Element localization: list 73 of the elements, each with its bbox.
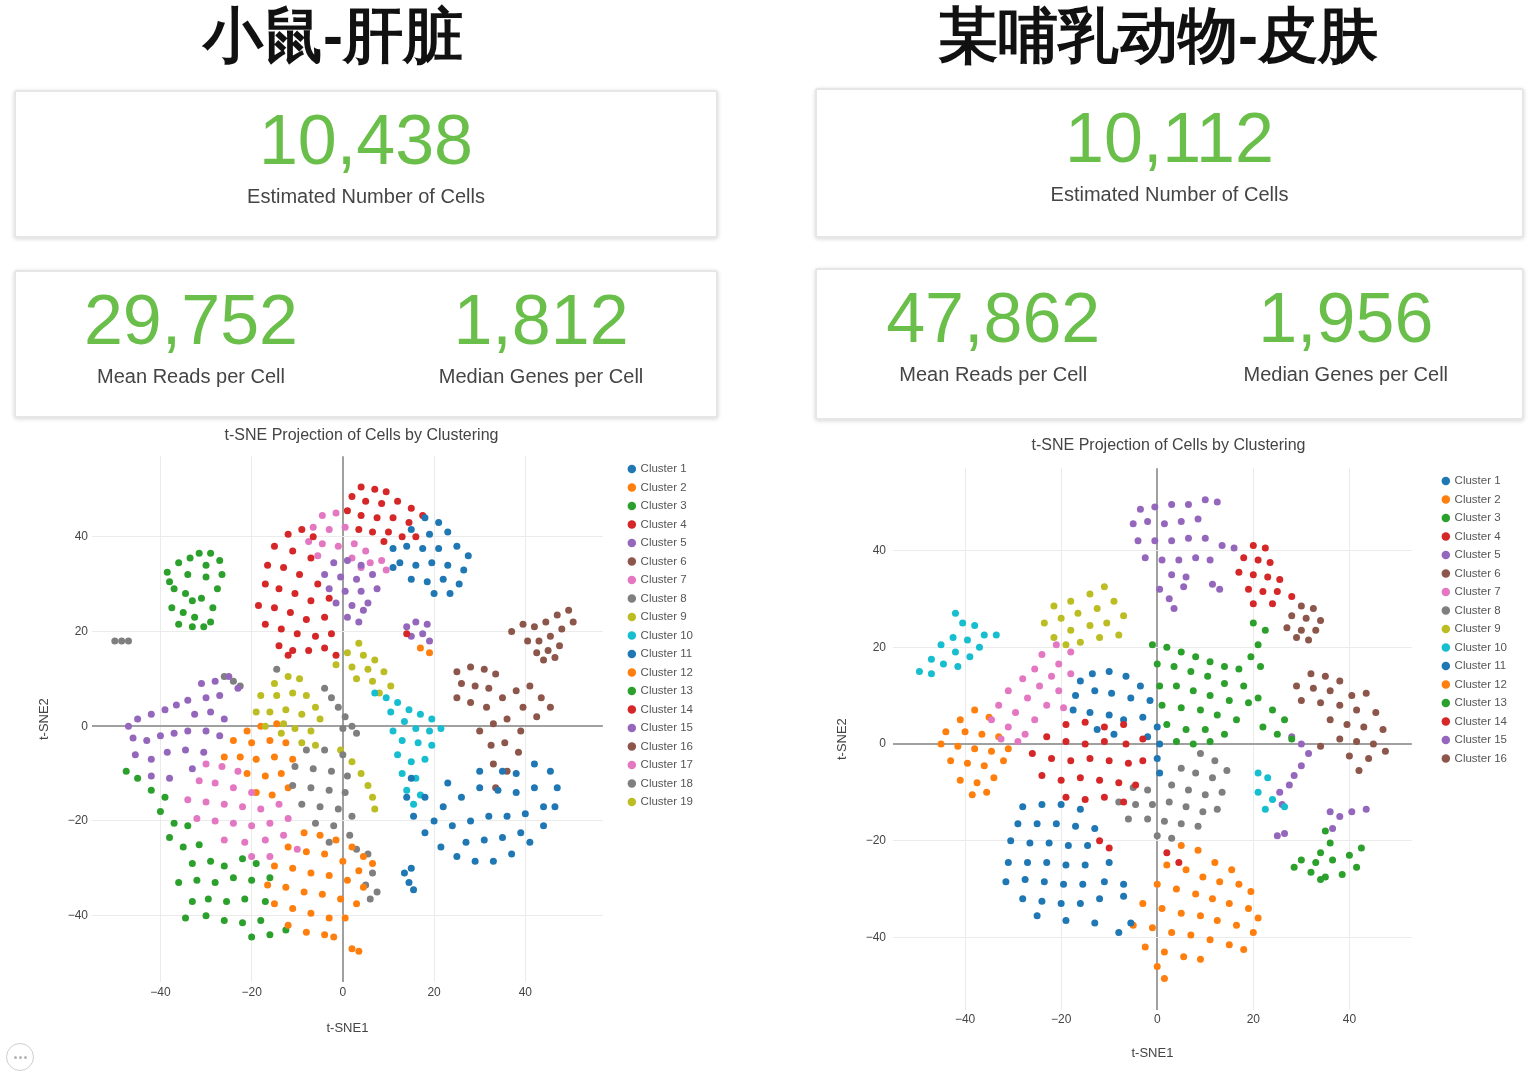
legend-label: Cluster 10 — [1454, 640, 1508, 653]
legend-label: Cluster 7 — [640, 573, 687, 586]
legend-label: Cluster 4 — [1454, 529, 1502, 542]
category-label: Estimated Number of Cells — [1050, 183, 1289, 205]
x-tick-label: −40 — [954, 1011, 976, 1026]
x-tick-label: 0 — [339, 984, 347, 999]
stat-card: 10,438 Estimated Number of Cells — [14, 90, 718, 238]
y-tick-label: 20 — [872, 639, 887, 654]
legend-label: Cluster 6 — [640, 554, 687, 567]
y-tick-label: −40 — [67, 908, 89, 922]
x-axis-title: t-SNE1 — [1131, 1044, 1174, 1060]
stat-card: 10,112 Estimated Number of Cells — [815, 88, 1524, 238]
legend-label: Cluster 9 — [640, 610, 687, 623]
legend-label: Cluster 4 — [640, 517, 688, 530]
category-label: Estimated Number of Cells — [247, 185, 485, 207]
legend-label: Cluster 14 — [640, 702, 694, 715]
y-axis-title: t-SNE2 — [834, 718, 850, 761]
x-tick-label: 0 — [1153, 1011, 1161, 1026]
legend-label: Cluster 1 — [1454, 474, 1501, 487]
legend-label: Cluster 3 — [1454, 511, 1501, 524]
legend-label: Cluster 10 — [640, 628, 694, 641]
y-tick-label: −20 — [67, 813, 89, 828]
legend-label: Cluster 16 — [640, 739, 694, 752]
legend-label: Cluster 13 — [1454, 696, 1508, 709]
legend-label: Cluster 5 — [640, 536, 687, 549]
y-tick-label: 0 — [81, 718, 89, 733]
legend-label: Cluster 3 — [640, 499, 687, 512]
legend-label: Cluster 2 — [640, 480, 687, 493]
y-tick-label: 20 — [74, 623, 89, 638]
x-tick-label: −20 — [1050, 1011, 1072, 1026]
y-axis-title: t-SNE2 — [36, 698, 52, 741]
stat-card: 29,752 Mean Reads per Cell 1,812 Median Genes per Cell — [14, 270, 718, 418]
legend-label: Cluster 6 — [1454, 566, 1501, 579]
chart-title: t-SNE Projection of Cells by Clustering — [1031, 436, 1306, 454]
legend-label: Cluster 8 — [640, 591, 687, 604]
chart-title: t-SNE Projection of Cells by Clustering — [224, 426, 499, 444]
legend-label: Cluster 15 — [1454, 733, 1508, 746]
text: 小鼠-肝脏 — [203, 2, 463, 69]
y-tick-label: −20 — [865, 833, 887, 847]
legend-label: Cluster 15 — [640, 721, 694, 734]
x-tick-label: 20 — [1246, 1011, 1261, 1026]
legend-label: Cluster 9 — [1454, 622, 1501, 635]
legend-label: Cluster 11 — [640, 647, 693, 660]
y-tick-label: 40 — [872, 542, 887, 557]
legend-label: Cluster 12 — [640, 665, 694, 678]
x-tick-label: 20 — [427, 984, 442, 999]
y-tick-label: −40 — [865, 929, 887, 944]
x-tick-label: −40 — [150, 984, 171, 999]
stat-card: 47,862 Mean Reads per Cell 1,956 Median Genes per Cell — [815, 268, 1524, 420]
legend-label: Cluster 16 — [1454, 751, 1508, 764]
legend-label: Cluster 17 — [640, 758, 694, 771]
y-tick-label: 40 — [74, 529, 89, 544]
category-label: Mean Reads per Cell — [97, 365, 285, 387]
legend-label: Cluster 7 — [1454, 585, 1501, 598]
legend-label: Cluster 5 — [1454, 548, 1501, 561]
legend-label: Cluster 2 — [1454, 492, 1501, 505]
legend-label: Cluster 18 — [640, 776, 694, 789]
legend-label: Cluster 8 — [1454, 603, 1501, 616]
legend-label: Cluster 13 — [640, 684, 694, 697]
text: 某哺乳动物-皮肤 — [938, 2, 1378, 69]
legend-label: Cluster 12 — [1454, 677, 1508, 690]
legend-label: Cluster 1 — [640, 462, 687, 475]
legend-label: Cluster 11 — [1454, 659, 1507, 672]
x-tick-label: −20 — [241, 984, 263, 999]
legend-label: Cluster 19 — [640, 795, 694, 808]
x-tick-label: 40 — [518, 984, 533, 999]
legend-label: Cluster 14 — [1454, 714, 1508, 727]
category-label: Median Genes per Cell — [1243, 363, 1449, 385]
category-label: Mean Reads per Cell — [899, 363, 1088, 385]
x-axis-title: t-SNE1 — [326, 1019, 369, 1035]
category-label: Median Genes per Cell — [438, 365, 644, 387]
x-tick-label: 40 — [1342, 1011, 1357, 1026]
y-tick-label: 0 — [879, 736, 887, 751]
